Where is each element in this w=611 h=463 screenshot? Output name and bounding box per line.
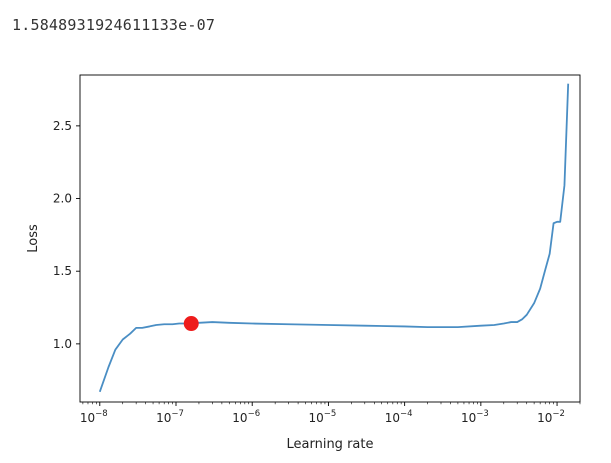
x-axis-label: Learning rate bbox=[287, 437, 374, 452]
x-tick-label-1: 10−7 bbox=[156, 409, 184, 425]
x-tick-label-5: 10−3 bbox=[461, 409, 489, 425]
y-tick-label-3: 2.5 bbox=[53, 119, 72, 133]
loss-curve bbox=[98, 83, 570, 393]
suggested-lr-marker bbox=[183, 316, 199, 332]
plot-area bbox=[80, 75, 580, 402]
cell-output-text: 1.5848931924611133e-07 bbox=[12, 16, 216, 34]
y-tick-label-2: 2.0 bbox=[53, 192, 72, 206]
x-tick-label-3: 10−5 bbox=[309, 409, 337, 425]
y-tick-label-0: 1.0 bbox=[53, 337, 72, 351]
plot-frame bbox=[79, 74, 581, 403]
y-axis-label: Loss bbox=[26, 224, 41, 253]
x-tick-label-0: 10−8 bbox=[80, 409, 108, 425]
x-tick-label-6: 10−2 bbox=[537, 409, 565, 425]
x-tick-label-2: 10−6 bbox=[232, 409, 260, 425]
x-tick-label-4: 10−4 bbox=[385, 409, 413, 425]
y-tick-label-1: 1.5 bbox=[53, 264, 72, 278]
